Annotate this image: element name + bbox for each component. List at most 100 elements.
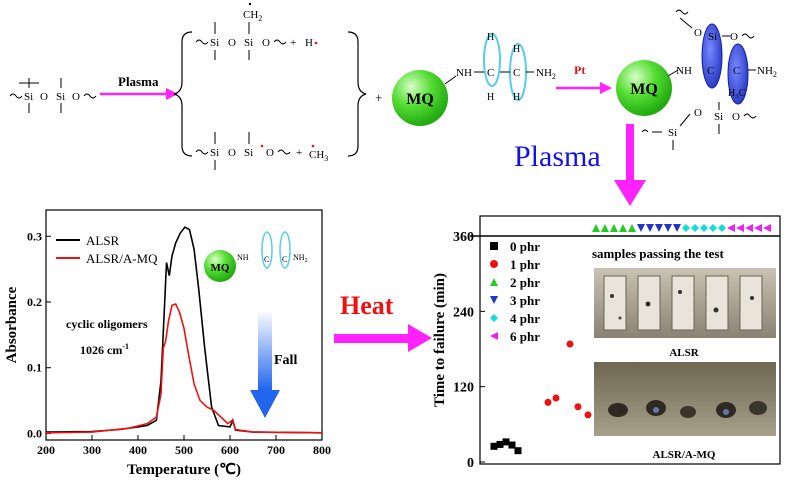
svg-text:Si: Si [244,37,253,49]
data-point [664,224,672,232]
right-brace [347,31,367,157]
series-line-alsr [45,226,323,434]
photo-alsr [594,268,776,338]
y-axis-label: Time to failure (min) [432,273,448,407]
data-point [754,224,762,232]
data-point [584,411,592,419]
data-point [745,224,753,232]
x-tick-label: 300 [83,443,101,457]
nh2-label: NH2 [536,67,556,81]
ch3-label: CH3 [309,149,328,163]
legend-label: 1 phr [510,257,540,272]
o-label: O [72,91,80,103]
svg-text:C: C [707,65,714,77]
data-point [619,224,627,232]
svg-text:O: O [228,147,236,159]
svg-text:H: H [487,32,494,43]
svg-text:H₃C: H₃C [728,88,746,99]
y-tick-label: 360 [453,230,474,245]
svg-text:Si: Si [708,31,717,43]
legend-label: 4 phr [510,311,540,326]
x-tick-label: 800 [313,443,331,457]
legend-marker [490,332,498,340]
data-point [709,224,717,232]
data-point [514,447,522,455]
data-point [490,442,498,450]
svg-text:C: C [513,67,520,79]
y-tick-label: 0.0 [27,426,42,440]
right-axis-ticks: 0 120 240 360 [453,230,485,471]
h-radical: H [305,37,313,49]
o-label: O [40,91,48,103]
fall-label: Fall [274,353,297,368]
x-axis-label: Temperature (℃) [127,462,241,478]
pt-label: Pt [574,63,585,77]
data-point [655,224,663,232]
svg-text:Si: Si [244,147,253,159]
svg-text:+: + [375,90,382,105]
svg-text:Si: Si [210,147,219,159]
plasma-big-label: Plasma [514,140,601,173]
upper-product: Si O Si CH2 O + H [195,2,318,60]
x-tick-label: 600 [221,443,239,457]
plasma-down-arrow [614,124,646,206]
data-point [673,224,681,232]
lower-product: Si O Si O + CH3 [195,132,328,170]
cyan-highlight [483,33,501,87]
ch2-label: CH2 [243,9,262,23]
svg-text:O: O [732,111,740,123]
legend-marker [490,260,498,268]
svg-text:Si: Si [668,127,677,139]
data-point [544,398,552,406]
left-axis-ticks: 200 300 400 500 600 700 800 0.0 0.1 0.2 0.3 [27,229,331,457]
x-tick-label: 500 [175,443,193,457]
svg-text:O: O [730,31,738,43]
plot-frame [479,215,781,465]
annotation-cyclic: cyclic oligomers [66,317,148,331]
svg-text:+: + [290,37,296,49]
legend-marker [490,296,498,304]
svg-text:O: O [228,37,236,49]
svg-text:H: H [487,92,494,103]
y-tick-label: 120 [453,381,474,396]
nh2-label: NH2 [757,65,777,79]
mq-amine-reagent: MQ NH H C H H C H NH2 [392,32,556,126]
series-line-amq [45,303,323,434]
svg-text:Si: Si [714,111,723,123]
mq-sphere-inset [204,250,236,282]
svg-text:Si: Si [210,37,219,49]
data-point [646,224,654,232]
legend-amq: ALSR/A-MQ [86,251,158,266]
photo-label-amq: ALSR/A-MQ [653,449,716,461]
data-point [592,224,600,232]
photo-alsr-amq [594,362,776,436]
left-brace [173,31,193,157]
y-axis-label: Absorbance [4,286,20,363]
svg-text:C: C [487,67,494,79]
svg-text:C: C [733,65,740,77]
svg-text:MQ: MQ [211,262,230,274]
data-point [682,224,690,232]
heat-arrow [334,324,432,352]
data-point [496,440,504,448]
y-tick-label: 0 [467,456,474,471]
data-point [574,403,582,411]
data-point [552,394,560,402]
svg-text:C: C [282,255,287,264]
svg-text:NH: NH [237,253,249,262]
svg-text:O: O [694,107,702,119]
grafted-product: MQ NH C C NH2 H₃C O Si O Si O O [616,9,777,150]
blue-highlight [701,23,723,89]
photo-label-alsr: ALSR [669,347,699,359]
x-tick-label: 400 [129,443,147,457]
svg-text:H: H [513,92,520,103]
legend-marker [490,278,498,286]
legend-title: samples passing the test [592,246,724,261]
data-point [736,224,744,232]
legend-marker [490,242,498,250]
fall-arrow-shaft [258,310,272,390]
svg-text:H: H [513,44,520,55]
svg-text:C: C [264,255,269,264]
svg-text:O: O [262,37,270,49]
svg-text:NH2: NH2 [293,253,308,264]
